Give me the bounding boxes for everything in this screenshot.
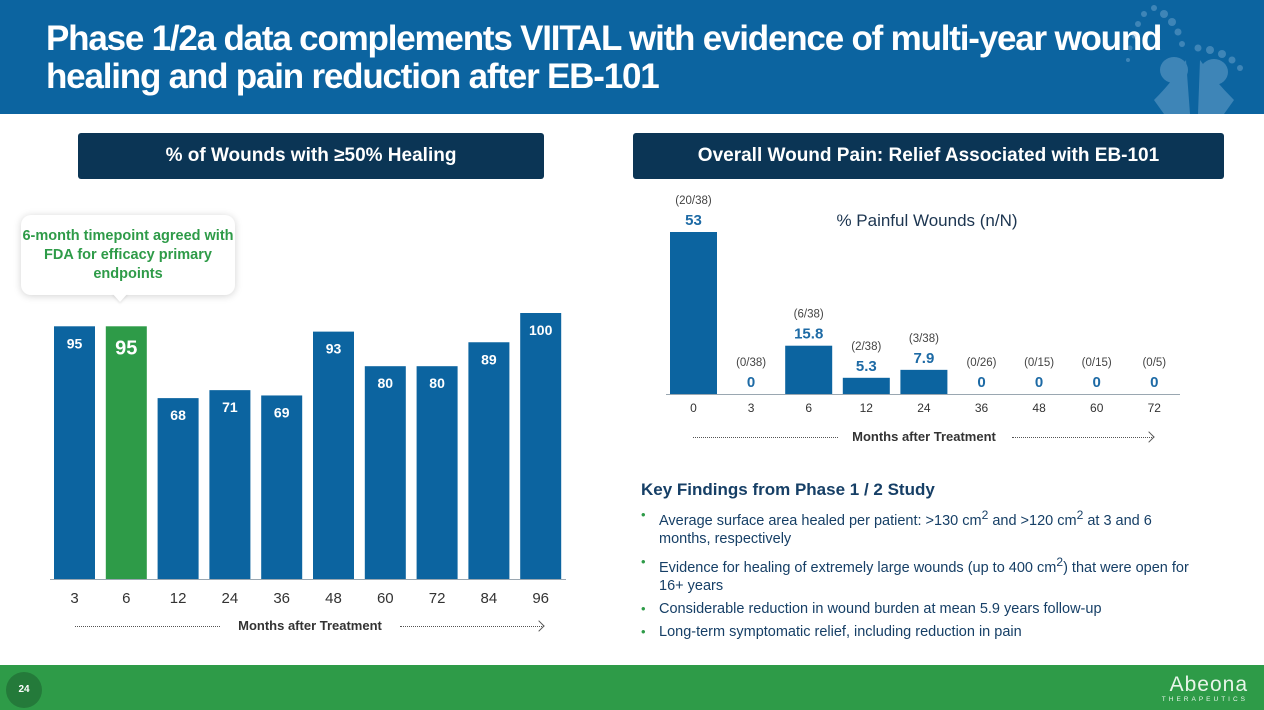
pain-axis-arrow-icon <box>1143 431 1155 443</box>
healing-bar <box>54 326 95 579</box>
healing-x-tick-label: 96 <box>532 590 549 607</box>
healing-bar-value-label: 80 <box>378 375 394 391</box>
pain-x-tick-label: 48 <box>1032 401 1046 415</box>
pain-bar-count-label: (0/15) <box>1024 357 1054 369</box>
healing-x-tick-label: 6 <box>122 590 130 607</box>
pain-x-tick-label: 12 <box>860 401 874 415</box>
key-findings-title: Key Findings from Phase 1 / 2 Study <box>641 480 935 499</box>
healing-x-tick-label: 60 <box>377 590 394 607</box>
finding-item: Considerable reduction in wound burden a… <box>641 600 1201 618</box>
pain-bar-count-label: (2/38) <box>851 341 881 353</box>
pain-bar-value-label: 0 <box>1150 374 1158 391</box>
healing-x-tick-label: 48 <box>325 590 342 607</box>
pain-bar-count-label: (3/38) <box>909 333 939 345</box>
healing-bar <box>364 366 406 579</box>
pain-bar-value-label: 15.8 <box>794 326 823 343</box>
pain-bar-value-label: 5.3 <box>856 358 877 375</box>
healing-bar <box>313 331 354 579</box>
pain-bar-value-label: 7.9 <box>913 350 934 367</box>
page-number: 24 <box>6 672 42 708</box>
pain-bar-chart: % Painful Wounds (n/N) 53 (20/38) 0 0 (0/38) 3… <box>666 195 1180 415</box>
fda-timepoint-callout: 6-month timepoint agreed with FDA for ef… <box>21 215 235 295</box>
healing-bar-value-label: 80 <box>429 375 445 391</box>
footer-bar <box>0 665 1264 710</box>
axis-arrow-icon <box>533 620 545 632</box>
key-findings-list: Average surface area healed per patient:… <box>641 506 1201 641</box>
healing-bar-value-label: 95 <box>115 337 137 359</box>
pain-x-tick-label: 6 <box>805 401 812 415</box>
pain-axis-dotted-line-left <box>693 437 838 438</box>
company-logo: Abeona THERAPEUTICS <box>1161 673 1248 704</box>
healing-bar <box>105 326 147 579</box>
healing-chart-title: % of Wounds with ≥50% Healing <box>78 133 544 179</box>
healing-bar-value-label: 95 <box>67 335 83 351</box>
pain-x-axis-label: Months after Treatment <box>852 429 996 444</box>
logo-subtitle: THERAPEUTICS <box>1161 696 1248 703</box>
healing-x-tick-label: 12 <box>170 590 187 607</box>
pain-chart-title: Overall Wound Pain: Relief Associated wi… <box>633 133 1224 179</box>
healing-x-tick-label: 72 <box>429 590 446 607</box>
healing-bar <box>157 398 199 579</box>
pain-x-tick-label: 72 <box>1148 401 1162 415</box>
axis-dotted-line-right <box>400 626 542 627</box>
pain-x-tick-label: 36 <box>975 401 989 415</box>
healing-bar-value-label: 100 <box>529 322 553 338</box>
healing-x-axis-label: Months after Treatment <box>238 618 382 633</box>
pain-bar-value-label: 0 <box>977 374 985 391</box>
pain-bar <box>785 345 833 394</box>
healing-bar <box>468 342 510 579</box>
healing-bar-chart: 95 3 95 6 68 12 71 24 69 36 93 48 80 60 80 72 89 84 100 96 <box>50 313 566 607</box>
pain-bar-count-label: (0/26) <box>966 357 996 369</box>
pain-chart-subtitle: % Painful Wounds (n/N) <box>836 211 1017 230</box>
healing-bar-value-label: 71 <box>222 399 238 415</box>
title-banner: Phase 1/2a data complements VIITAL with … <box>0 0 1264 114</box>
pain-bar-value-label: 0 <box>1093 374 1101 391</box>
pain-x-tick-label: 24 <box>917 401 931 415</box>
pain-bar-value-label: 0 <box>747 374 755 391</box>
pain-bar-value-label: 53 <box>685 212 702 229</box>
healing-x-tick-label: 84 <box>481 590 498 607</box>
healing-x-tick-label: 36 <box>273 590 290 607</box>
pain-bar <box>842 377 890 394</box>
key-findings: Key Findings from Phase 1 / 2 Study Aver… <box>641 480 1201 646</box>
pain-bar-count-label: (0/15) <box>1082 357 1112 369</box>
healing-bar-value-label: 69 <box>274 404 290 420</box>
callout-text: 6-month timepoint agreed with FDA for ef… <box>22 227 234 282</box>
pain-axis-dotted-line-right <box>1012 437 1152 438</box>
pain-bar <box>670 232 717 394</box>
healing-bar-value-label: 68 <box>170 407 186 423</box>
healing-x-tick-label: 3 <box>70 590 78 607</box>
healing-bar <box>209 390 251 579</box>
healing-bar-value-label: 93 <box>326 341 342 357</box>
pain-bar-count-label: (20/38) <box>675 195 712 207</box>
healing-bar <box>261 395 303 579</box>
finding-item: Evidence for healing of extremely large … <box>641 553 1201 595</box>
pain-bar-value-label: 0 <box>1035 374 1043 391</box>
pain-bar <box>900 369 948 394</box>
logo-name: Abeona <box>1169 673 1248 696</box>
slide-title: Phase 1/2a data complements VIITAL with … <box>46 19 1162 96</box>
pain-bar-count-label: (0/38) <box>736 357 766 369</box>
healing-x-tick-label: 24 <box>222 590 239 607</box>
pain-bar-count-label: (6/38) <box>794 309 824 321</box>
healing-bar <box>416 366 458 579</box>
pain-x-tick-label: 3 <box>748 401 755 415</box>
pain-x-tick-label: 0 <box>690 401 697 415</box>
healing-bar <box>520 313 562 579</box>
decorative-figures-icon <box>1126 5 1243 114</box>
pain-bar-count-label: (0/5) <box>1142 357 1166 369</box>
axis-dotted-line-left <box>75 626 220 627</box>
finding-item: Average surface area healed per patient:… <box>641 506 1201 548</box>
finding-item: Long-term symptomatic relief, including … <box>641 623 1201 641</box>
callout-pointer <box>112 293 128 302</box>
pain-x-tick-label: 60 <box>1090 401 1104 415</box>
healing-bar-value-label: 89 <box>481 351 497 367</box>
